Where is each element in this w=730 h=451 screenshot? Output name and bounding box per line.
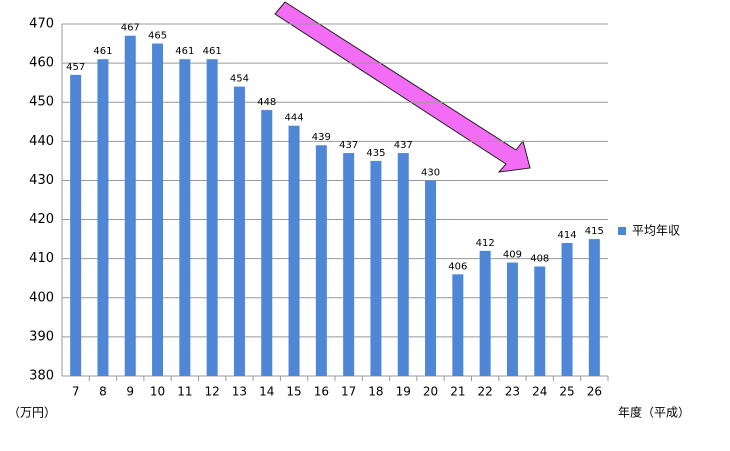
x-tick-label: 11	[177, 385, 192, 399]
value-label: 430	[421, 167, 440, 178]
value-label: 408	[530, 253, 549, 264]
x-tick-label: 12	[205, 385, 220, 399]
bar	[479, 250, 491, 376]
x-tick-label: 23	[505, 385, 520, 399]
trend-arrow	[274, 1, 531, 173]
bar	[534, 266, 546, 376]
y-tick-label: 430	[29, 173, 54, 188]
bar	[343, 153, 355, 376]
x-tick-label: 13	[232, 385, 247, 399]
bar	[206, 59, 218, 376]
bar	[425, 180, 437, 376]
x-tick-label: 18	[368, 385, 383, 399]
x-tick-label: 19	[396, 385, 411, 399]
value-label: 461	[203, 46, 222, 57]
bar	[561, 243, 573, 376]
x-tick-label: 16	[314, 385, 329, 399]
bar	[124, 35, 136, 376]
value-label: 414	[558, 230, 577, 241]
y-tick-label: 410	[29, 251, 54, 266]
value-label: 467	[121, 23, 140, 34]
x-tick-label: 14	[259, 385, 274, 399]
value-label: 415	[585, 226, 604, 237]
y-tick-label: 390	[29, 329, 54, 344]
y-tick-label: 440	[29, 134, 54, 149]
y-tick-label: 460	[29, 56, 54, 71]
value-label: 437	[394, 140, 413, 151]
bar	[97, 59, 109, 376]
value-label: 412	[476, 238, 495, 249]
value-label: 444	[285, 113, 304, 124]
bar	[506, 262, 518, 376]
bar	[397, 153, 409, 376]
x-tick-label: 21	[450, 385, 465, 399]
x-tick-label: 26	[587, 385, 602, 399]
y-tick-label: 470	[29, 17, 54, 32]
x-tick-label: 25	[559, 385, 574, 399]
value-label: 409	[503, 250, 522, 261]
x-tick-label: 20	[423, 385, 438, 399]
value-label: 435	[366, 148, 385, 159]
bar	[370, 160, 382, 376]
bar	[233, 86, 245, 377]
bar	[261, 110, 273, 377]
value-label: 465	[148, 31, 167, 42]
value-label: 461	[93, 46, 112, 57]
bar	[452, 274, 464, 376]
bar	[70, 74, 82, 376]
x-axis-label: 年度（平成）	[618, 405, 690, 420]
y-tick-label: 400	[29, 290, 54, 305]
x-tick-label: 24	[532, 385, 547, 399]
value-label: 461	[175, 46, 194, 57]
x-tick-label: 9	[126, 385, 134, 399]
x-tick-label: 10	[150, 385, 165, 399]
value-label: 439	[312, 132, 331, 143]
x-tick-label: 17	[341, 385, 356, 399]
x-tick-label: 22	[478, 385, 493, 399]
bar	[288, 125, 300, 376]
bar	[152, 43, 164, 377]
x-tick-label: 8	[99, 385, 107, 399]
legend-label: 平均年収	[632, 224, 680, 238]
bar	[179, 59, 191, 376]
y-tick-label: 380	[29, 369, 54, 384]
value-label: 454	[230, 74, 249, 85]
y-unit-label: （万円）	[8, 406, 56, 420]
value-label: 457	[66, 62, 85, 73]
value-label: 406	[448, 261, 467, 272]
value-label: 448	[257, 97, 276, 108]
value-label: 437	[339, 140, 358, 151]
y-tick-label: 450	[29, 95, 54, 110]
bar	[315, 145, 327, 376]
legend-swatch	[618, 227, 626, 235]
x-tick-label: 7	[72, 385, 80, 399]
y-tick-label: 420	[29, 212, 54, 227]
x-tick-label: 15	[286, 385, 301, 399]
bar	[588, 239, 600, 376]
